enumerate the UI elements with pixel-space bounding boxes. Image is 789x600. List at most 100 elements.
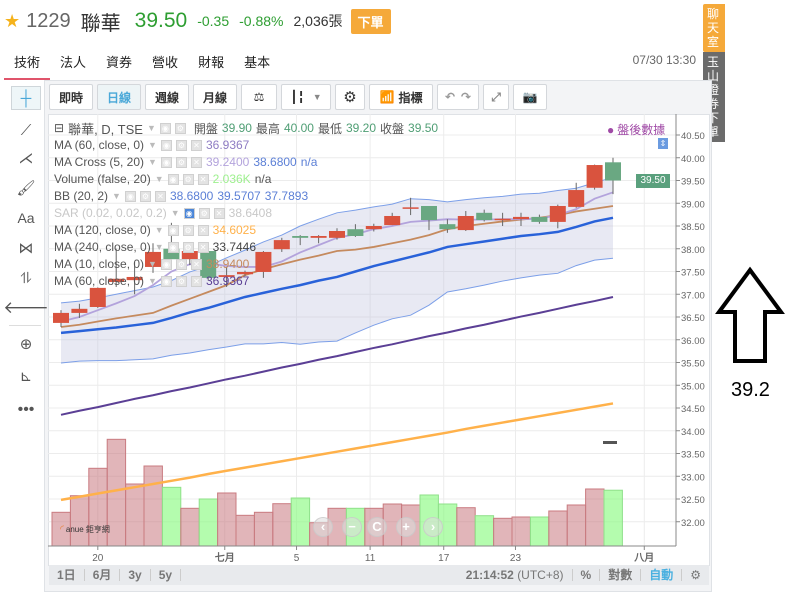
volume-bar	[125, 483, 145, 547]
pattern-icon[interactable]: ⋈	[18, 240, 34, 257]
chart-type-button[interactable]: ┃╏ ▼	[281, 84, 331, 110]
eye-icon[interactable]: ◉	[167, 173, 179, 185]
close-icon[interactable]: ✕	[190, 258, 202, 270]
eye-icon[interactable]: ◉	[167, 224, 179, 236]
after-hours-toggle[interactable]: ● 盤後數據	[607, 121, 665, 138]
tab-revenue[interactable]: 營收	[152, 55, 179, 70]
zoom-out-button[interactable]: −	[342, 517, 362, 537]
gear-icon[interactable]: ⚙	[139, 190, 151, 202]
zoom-in-icon[interactable]: ⊕	[19, 336, 33, 353]
chevron-down-icon[interactable]: ▼	[148, 157, 157, 167]
scale-toggle-icon[interactable]: ⇕	[658, 138, 668, 149]
text-tool-icon[interactable]: Aa	[17, 210, 35, 226]
trend-line-icon[interactable]: ⟋	[20, 121, 32, 139]
range-5y[interactable]: 5y	[151, 569, 182, 581]
close-icon[interactable]: ✕	[190, 275, 202, 287]
pitchfork-icon[interactable]: ⋌	[18, 150, 34, 167]
redo-icon[interactable]: ↷	[461, 90, 472, 104]
range-3y[interactable]: 3y	[120, 569, 151, 581]
indicator-value: 38.9400	[205, 257, 250, 271]
eye-icon[interactable]: ◉	[160, 156, 172, 168]
scroll-right-button[interactable]: ›	[423, 517, 443, 537]
chevron-down-icon[interactable]: ▼	[154, 225, 164, 235]
indicator-value: 33.7446	[212, 240, 257, 254]
close-icon[interactable]: ✕	[197, 241, 209, 253]
eye-icon[interactable]: ◉	[183, 207, 195, 219]
volume-bar	[217, 492, 237, 547]
close-value: 39.50	[408, 121, 439, 135]
gear-icon[interactable]: ⚙	[175, 156, 187, 168]
close-icon[interactable]: ✕	[197, 173, 209, 185]
more-icon[interactable]: •••	[17, 401, 35, 418]
collapse-icon[interactable]: ⊟	[54, 121, 65, 135]
tab-financials[interactable]: 財報	[198, 55, 225, 70]
close-icon[interactable]: ✕	[190, 139, 202, 151]
indicator-value: 37.7893	[264, 189, 309, 203]
range-1d[interactable]: 1日	[49, 569, 85, 581]
chevron-down-icon[interactable]: ▼	[148, 140, 157, 150]
chevron-down-icon[interactable]: ▼	[170, 208, 180, 218]
crosshair-icon[interactable]: ┼	[11, 86, 41, 110]
favorite-star-icon[interactable]: ★	[4, 10, 21, 31]
legend-row: MA (60, close, 0) ▼ ◉ ⚙ ✕ 36.9367	[54, 137, 249, 153]
weekly-button[interactable]: 週線	[145, 84, 189, 110]
snapshot-button[interactable]: 📷	[513, 84, 547, 110]
gear-icon[interactable]: ⚙	[182, 224, 194, 236]
chevron-down-icon[interactable]: ▼	[148, 276, 157, 286]
candle-body	[568, 190, 585, 207]
chevron-down-icon[interactable]: ▼	[154, 242, 164, 252]
ruler-icon[interactable]: ⊾	[19, 368, 33, 385]
chevron-down-icon[interactable]: ▼	[146, 123, 156, 133]
gear-icon[interactable]: ⚙	[198, 207, 210, 219]
eye-icon[interactable]: ◉	[160, 275, 172, 287]
chevron-down-icon[interactable]: ▼	[148, 259, 157, 269]
gear-icon[interactable]: ⚙	[182, 173, 194, 185]
tab-institutional[interactable]: 法人	[60, 55, 87, 70]
gear-icon[interactable]: ⚙	[175, 275, 187, 287]
back-arrow-icon[interactable]: 🡐	[3, 298, 49, 317]
gear-icon[interactable]: ⚙	[175, 258, 187, 270]
close-icon[interactable]: ✕	[213, 207, 225, 219]
reset-button[interactable]: C	[367, 517, 387, 537]
log-toggle[interactable]: 對數	[600, 569, 642, 581]
fullscreen-button[interactable]: ⤢	[483, 84, 509, 110]
chevron-down-icon[interactable]: ▼	[154, 174, 164, 184]
indicator-icon: 📶	[379, 90, 395, 104]
tab-margin[interactable]: 資券	[106, 55, 133, 70]
indicator-value: n/a	[254, 172, 272, 186]
auto-toggle[interactable]: 自動	[641, 569, 683, 581]
eye-icon[interactable]: ◉	[167, 241, 179, 253]
open-value: 39.90	[221, 121, 252, 135]
eye-icon[interactable]: ◉	[124, 190, 136, 202]
scroll-left-button[interactable]: ‹	[313, 517, 333, 537]
eye-icon[interactable]: ◉	[159, 122, 171, 134]
close-icon[interactable]: ✕	[190, 156, 202, 168]
brush-icon[interactable]: 🖌	[16, 180, 36, 197]
zoom-in-button[interactable]: +	[396, 517, 416, 537]
gear-icon[interactable]: ⚙	[175, 139, 187, 151]
chat-room-tab[interactable]: 聊天室	[703, 4, 725, 52]
undo-icon[interactable]: ↶	[444, 90, 455, 104]
eye-icon[interactable]: ◉	[160, 139, 172, 151]
range-6m[interactable]: 6月	[85, 569, 121, 581]
settings-gear-icon[interactable]: ⚙	[690, 568, 701, 582]
monthly-button[interactable]: 月線	[193, 84, 237, 110]
percent-toggle[interactable]: %	[573, 569, 601, 581]
tab-basics[interactable]: 基本	[244, 55, 271, 70]
price-chart[interactable]	[48, 114, 676, 566]
dot-icon: ●	[607, 122, 615, 137]
settings-button[interactable]: ⚙	[335, 84, 365, 110]
indicators-button[interactable]: 📶 指標	[369, 84, 433, 110]
tab-technical[interactable]: 技術	[4, 48, 51, 80]
gear-icon[interactable]: ⚙	[182, 241, 194, 253]
order-button[interactable]: 下單	[350, 8, 391, 34]
gear-icon[interactable]: ⚙	[174, 122, 186, 134]
daily-button[interactable]: 日線	[97, 84, 141, 110]
chevron-down-icon[interactable]: ▼	[112, 191, 121, 201]
eye-icon[interactable]: ◉	[160, 258, 172, 270]
intraday-button[interactable]: 即時	[49, 84, 93, 110]
close-icon[interactable]: ✕	[197, 224, 209, 236]
close-icon[interactable]: ✕	[154, 190, 166, 202]
compare-button[interactable]: ⚖	[241, 84, 277, 110]
measure-icon[interactable]: ⥮	[20, 269, 32, 287]
